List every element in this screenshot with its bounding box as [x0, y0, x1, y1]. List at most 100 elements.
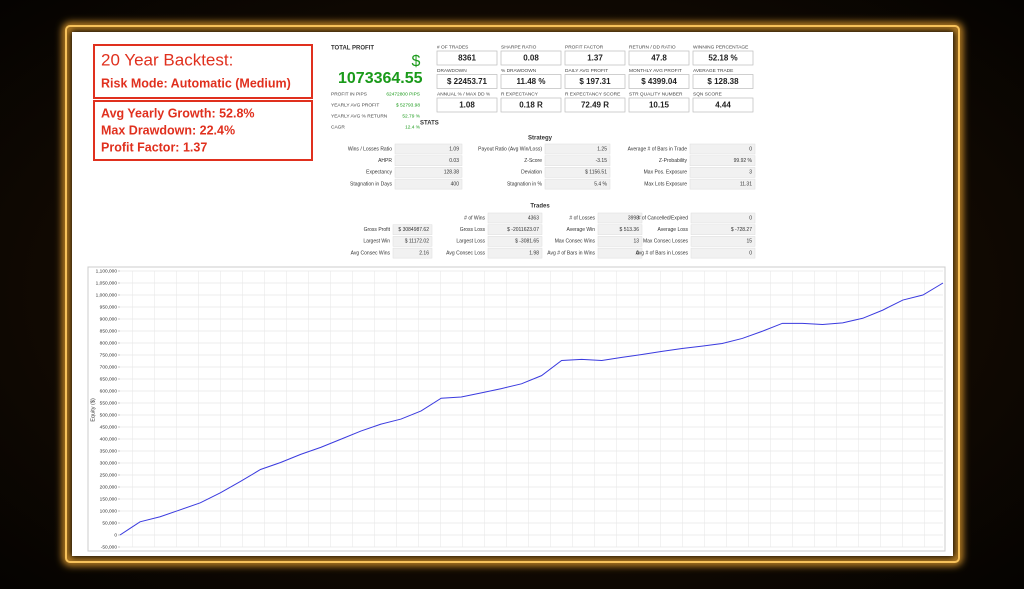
table-value: 3998	[628, 215, 639, 221]
table-value: -3.15	[596, 158, 608, 164]
table-label: Z-Score	[524, 158, 542, 164]
table-value: 128.38	[444, 170, 460, 176]
table-cell	[487, 247, 543, 259]
table-label: Gross Loss	[460, 227, 486, 233]
table-value: 0	[749, 215, 752, 221]
table-value: $ 11172.02	[405, 239, 430, 245]
stats-label: STATS	[420, 121, 439, 127]
table-label: Payout Ratio (Avg Win/Loss)	[478, 146, 542, 152]
table-value: 15	[746, 239, 752, 245]
table-label: Largest Loss	[456, 239, 485, 245]
table-cell	[394, 155, 463, 166]
metric-box	[692, 74, 754, 89]
frame	[65, 25, 960, 563]
total-profit: 1073364.55	[338, 70, 423, 87]
table-cell	[487, 236, 543, 247]
metric-label: SQN SCORE	[693, 91, 722, 97]
metric-value: 52.18 %	[708, 54, 737, 63]
table-cell	[597, 236, 643, 247]
table-label: Deviation	[521, 170, 542, 176]
y-tick-label: 450,000	[100, 424, 118, 430]
title-box	[93, 44, 313, 99]
trades-title: Trades	[530, 204, 550, 210]
table-cell	[690, 224, 756, 235]
table-value: 400	[451, 181, 460, 187]
y-tick-label: -50,000	[101, 544, 118, 550]
table-cell	[690, 212, 756, 224]
metric-label: AVERAGE TRADE	[693, 68, 733, 74]
table-cell	[544, 178, 611, 190]
metric-box	[628, 74, 690, 89]
table-cell	[392, 224, 433, 235]
detail-value: $ 52793.98	[396, 102, 420, 108]
metric-box	[500, 97, 562, 113]
detail-label: YEARLY AVG % RETURN	[331, 113, 388, 119]
detail-value: 62472800 PIPS	[386, 91, 420, 97]
table-label: Avg Consec Loss	[446, 250, 485, 256]
metric-value: 72.49 R	[581, 101, 609, 110]
y-tick-label: 950,000	[100, 304, 118, 310]
metric-box	[500, 74, 562, 89]
metric-value: 1.37	[587, 54, 603, 63]
equity-line	[119, 282, 944, 536]
table-cell	[690, 247, 756, 259]
metric-label: # OF TRADES	[437, 44, 468, 50]
table-label: Z-Probability	[659, 158, 688, 164]
table-label: Average Loss	[658, 227, 689, 233]
summary-line: Avg Yearly Growth: 52.8%	[101, 106, 255, 120]
metric-label: DAILY AVG PROFIT	[565, 68, 608, 74]
table-value: 4363	[528, 215, 539, 221]
table-label: Gross Profit	[364, 227, 391, 233]
table-value: 0	[636, 250, 639, 256]
metric-value: $ 22453.71	[447, 77, 488, 86]
table-label: Wins / Losses Ratio	[348, 146, 392, 152]
y-tick-label: 750,000	[100, 352, 118, 358]
table-cell	[689, 167, 756, 178]
metric-box	[628, 50, 690, 66]
table-label: Avg # of Bars in Losses	[636, 250, 689, 256]
table-label: Max Lots Exposure	[644, 181, 687, 187]
y-tick-label: 0	[114, 532, 117, 538]
y-axis-label: Equity ($)	[90, 398, 96, 422]
detail-label: YEARLY AVG PROFIT	[331, 102, 379, 108]
table-label: Max Pos. Exposure	[644, 170, 688, 176]
y-tick-label: 650,000	[100, 376, 118, 382]
y-tick-label: 500,000	[100, 412, 118, 418]
table-value: 0.03	[449, 158, 459, 164]
metric-label: MONTHLY AVG PROFIT	[629, 68, 682, 74]
y-tick-label: 400,000	[100, 436, 118, 442]
metric-box	[500, 50, 562, 66]
metric-value: 47.8	[651, 54, 667, 63]
table-value: 1.25	[597, 146, 607, 152]
metric-label: % DRAWDOWN	[501, 68, 537, 74]
metric-value: 4.44	[715, 101, 731, 110]
currency: $	[412, 53, 421, 70]
table-value: 5.4 %	[594, 181, 607, 187]
table-label: AHPR	[378, 158, 392, 164]
y-tick-label: 200,000	[100, 484, 118, 490]
summary-line: Max Drawdown: 22.4%	[101, 123, 235, 137]
metric-value: $ 4399.04	[641, 77, 677, 86]
table-value: $ 513.36	[620, 227, 640, 233]
y-tick-label: 1,100,000	[96, 268, 118, 274]
metric-box	[692, 97, 754, 113]
summary-box	[93, 100, 313, 161]
metric-box	[564, 50, 626, 66]
table-label: Avg Consec Wins	[351, 250, 391, 256]
detail-label: PROFIT IN PIPS	[331, 91, 367, 97]
metric-box	[628, 97, 690, 113]
table-cell	[487, 224, 543, 235]
metric-box	[564, 74, 626, 89]
detail-value: 12.4 %	[405, 124, 421, 130]
table-cell	[597, 224, 643, 235]
table-cell	[394, 143, 463, 155]
metric-value: 0.18 R	[519, 101, 543, 110]
metric-box	[564, 97, 626, 113]
metric-label: STR QUALITY NUMBER	[629, 91, 683, 97]
y-tick-label: 1,000,000	[96, 292, 118, 298]
table-value: $ 3084987.62	[398, 227, 429, 233]
y-tick-label: 800,000	[100, 340, 118, 346]
metric-label: R EXPECTANCY SCORE	[565, 91, 620, 97]
table-label: # of Cancelled/Expired	[638, 215, 689, 221]
